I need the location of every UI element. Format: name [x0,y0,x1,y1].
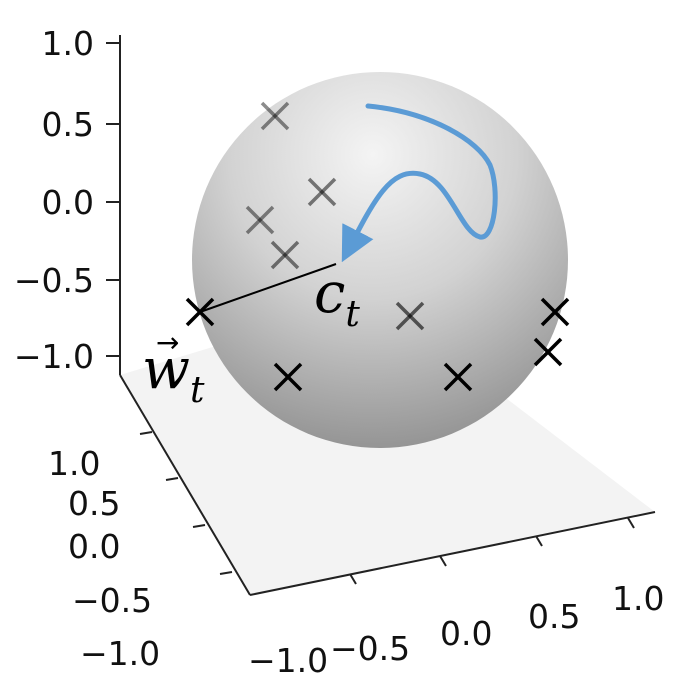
x-tick-label: −0.5 [330,629,410,668]
y-tick-mark [219,571,233,575]
y-tick-label: −0.5 [72,581,152,620]
x-tick-mark [535,535,543,547]
x-marker [260,101,290,131]
x-tick-label: 1.0 [612,579,664,618]
z-axis-ticks: 1.0 0.5 0.0 −0.5 −1.0 [14,24,120,376]
y-tick-mark [139,431,153,435]
x-marker [270,240,300,270]
x-tick-label: 0.0 [440,614,492,653]
vector-label: wt [142,337,205,411]
y-axis-ticks: 1.00.5 0.0 −0.5 −1.0 [48,431,233,673]
data-points [185,101,570,392]
x-marker [273,362,303,392]
x-tick-label: −1.0 [248,641,328,677]
z-tick-label: 0.0 [42,183,94,222]
vector-arrow-glyph: → [156,326,179,359]
y-tick-label: 0.0 [68,527,120,566]
x-axis-ticks: −1.0 −0.5 0.0 0.5 1.0 [248,517,664,677]
x-marker [540,297,570,327]
z-tick-label: −1.0 [14,337,94,376]
y-tick-label: 0.5 [68,484,120,523]
x-marker [443,362,473,392]
y-tick-mark [165,477,179,481]
x-marker [245,205,275,235]
vector-line [199,263,337,313]
z-tick-label: 1.0 [42,24,94,63]
x-marker [307,177,337,207]
y-axis-line [119,374,251,596]
x-axis-line [249,511,656,596]
centroid-label: ct [314,261,360,335]
x-marker [533,337,563,367]
x-tick-mark [627,517,635,529]
y-tick-mark [192,524,206,528]
z-tick-label: 0.5 [42,105,94,144]
x-marker [395,301,425,331]
trajectory-path [341,103,498,263]
y-tick-label: 1.0 [48,444,100,483]
y-tick-label: −1.0 [80,634,160,673]
sphere-surface [192,72,568,448]
x-tick-label: 0.5 [528,597,580,636]
x-tick-mark [349,573,357,585]
z-tick-label: −0.5 [14,261,94,300]
x-tick-mark [439,555,447,567]
